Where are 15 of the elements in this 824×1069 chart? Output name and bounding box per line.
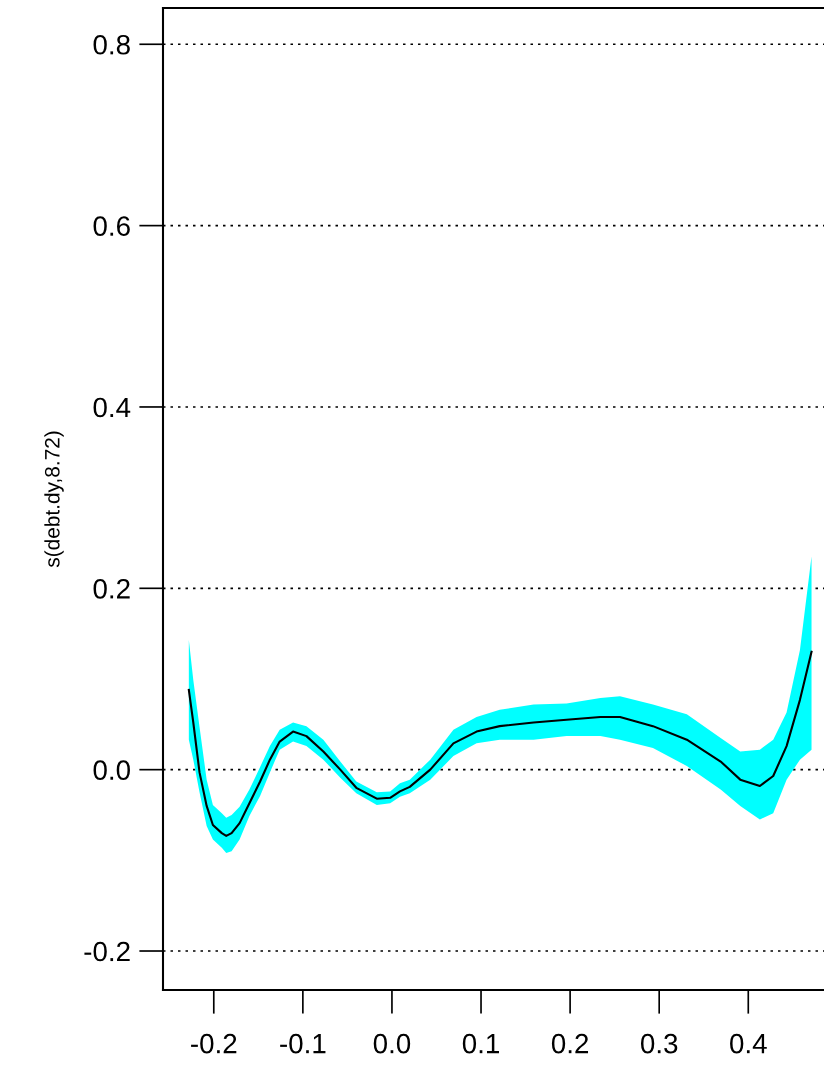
y-tick-label: 0.4 bbox=[93, 397, 131, 418]
y-tick-label: 0.6 bbox=[93, 216, 130, 236]
x-tick-label: 0.1 bbox=[462, 1033, 499, 1054]
x-tick-label: 0.4 bbox=[730, 1033, 767, 1054]
y-tick-label: -0.2 bbox=[84, 941, 130, 962]
x-tick-label: -0.1 bbox=[280, 1033, 326, 1054]
x-tick-label: 0.0 bbox=[373, 1033, 411, 1054]
x-tick-label: 0.3 bbox=[640, 1033, 678, 1054]
y-tick-label: 0.0 bbox=[93, 760, 130, 780]
y-tick-label: 0.2 bbox=[93, 578, 130, 599]
x-tick-label: -0.2 bbox=[191, 1033, 237, 1054]
line-series bbox=[187, 650, 813, 837]
y-axis-title: s(debt.dy,8.72) bbox=[44, 431, 64, 568]
x-tick-label: 0.2 bbox=[551, 1033, 589, 1054]
y-tick-label: 0.8 bbox=[93, 34, 130, 55]
